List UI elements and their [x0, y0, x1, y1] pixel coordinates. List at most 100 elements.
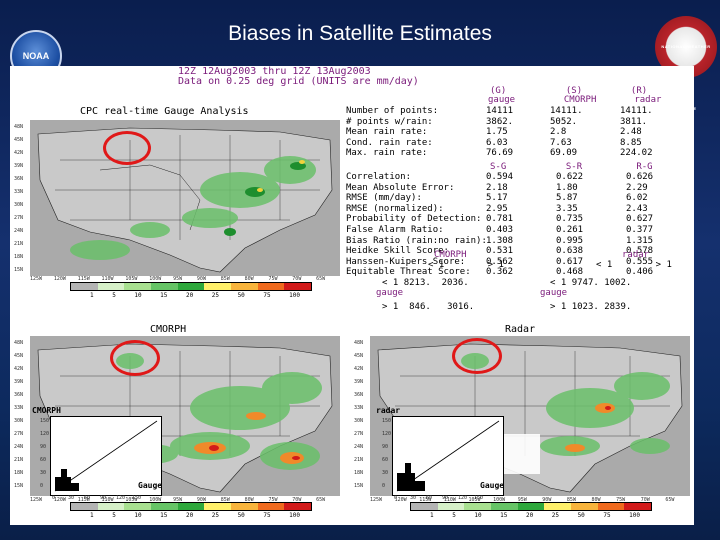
lon-tick: 70W [292, 497, 302, 503]
comp-stat-sr: 0.735 [556, 214, 584, 225]
lat-tick: 30N [354, 418, 364, 424]
radar-colorbar [410, 502, 652, 511]
lat-tick: 33N [14, 189, 24, 195]
lat-tick: 27N [14, 215, 24, 221]
lat-tick: 39N [14, 379, 24, 385]
lon-tick: 120W [394, 497, 407, 503]
lat-tick: 24N [14, 228, 24, 234]
lat-tick: 30N [14, 202, 24, 208]
lon-tick: 100W [493, 497, 506, 503]
basic-stat-label: Number of points: [346, 106, 439, 116]
lon-tick: 75W [268, 276, 278, 282]
lon-tick: 65W [665, 497, 675, 503]
comp-stat-rg: 2.29 [626, 182, 648, 193]
lat-tick: 30N [14, 418, 24, 424]
comp-stat-label: RMSE (mm/day): [346, 193, 422, 204]
lat-tick: 21N [354, 457, 364, 463]
radar-colorbar-ticks: 1 5 10 15 20 25 50 75 100 [430, 512, 640, 519]
red-circle-radar [452, 338, 502, 374]
comp-stat-rg: 0.626 [626, 172, 654, 182]
gauge-panel-title: CPC real-time Gauge Analysis [80, 106, 249, 117]
lon-tick: 80W [244, 276, 254, 282]
comp-stat-sr: 0.617 [556, 256, 584, 267]
lon-tick: 90W [542, 497, 552, 503]
lon-tick: 120W [53, 497, 66, 503]
inset-ytick: 120 [382, 431, 392, 437]
lat-tick: 39N [354, 379, 364, 385]
lat-tick: 18N [14, 470, 24, 476]
comp-stat-sg: 0.594 [486, 172, 514, 182]
red-circle-cmorph [110, 340, 160, 376]
lon-tick: 95W [173, 497, 183, 503]
inset-ytick: 60 [40, 457, 47, 463]
lon-tick: 105W [468, 497, 481, 503]
comparison-headers: S-G S-R R-G [490, 162, 653, 172]
comp-stat-sg: 0.403 [486, 225, 514, 235]
lon-tick: 115W [77, 497, 90, 503]
lat-tick: 42N [14, 366, 24, 372]
comp-stat-label: Mean Absolute Error: [346, 182, 455, 193]
basic-stat-gauge: 14111 [486, 106, 514, 116]
lat-tick: 36N [14, 176, 24, 182]
lon-tick: 65W [316, 276, 326, 282]
cmorph-panel-title: CMORPH [150, 324, 187, 335]
inset-xtick: 90 [442, 495, 449, 501]
basic-stat-cmorph: 14111. [550, 106, 583, 116]
inset-xtick: 60 [426, 495, 433, 501]
lon-tick: 110W [443, 497, 456, 503]
red-circle-gauge [103, 131, 151, 165]
basic-stat-radar: 2.48 [620, 127, 642, 138]
lon-tick: 85W [220, 276, 230, 282]
basic-stat-label: Mean rain rate: [346, 127, 428, 138]
lat-tick: 21N [14, 241, 24, 247]
lat-tick: 42N [14, 150, 24, 156]
inset-xtick: 150 [474, 495, 484, 501]
lon-tick: 100W [149, 276, 162, 282]
comp-stat-sg: 0.531 [486, 246, 514, 257]
comp-stat-sg: 0.362 [486, 267, 514, 278]
radar-inset-xlabel: Gauge [480, 481, 505, 490]
col-headers: (G) (S) (R) [490, 86, 648, 96]
lon-tick: 105W [125, 497, 138, 503]
lat-tick: 27N [354, 431, 364, 437]
cmorph-scatter-inset [50, 416, 162, 496]
contingency-left-top: CMORPH [434, 250, 467, 260]
gauge-colorbar [70, 282, 312, 291]
contingency-right-side: gauge [540, 288, 568, 298]
inset-ytick: 120 [40, 431, 50, 437]
inset-xtick: 30 [68, 495, 75, 501]
lon-tick: 110W [101, 497, 114, 503]
comp-stat-sr: 3.35 [556, 203, 578, 214]
comp-stat-sg: 0.562 [486, 256, 514, 267]
basic-stat-cmorph: 5052. [550, 116, 578, 127]
noaa-logo-text: NOAA [22, 51, 50, 61]
comp-stat-rg: 2.43 [626, 203, 648, 214]
lat-tick: 33N [14, 405, 24, 411]
inset-xtick: 120 [116, 495, 126, 501]
lat-tick: 27N [14, 431, 24, 437]
inset-ytick: 30 [382, 470, 389, 476]
comp-stat-rg: 0.578 [626, 246, 654, 257]
inset-ytick: 60 [382, 457, 389, 463]
comp-stat-rg: 0.406 [626, 267, 654, 278]
inset-ytick: 0 [40, 483, 44, 489]
lon-tick: 95W [517, 497, 527, 503]
cmorph-colorbar [70, 502, 312, 511]
basic-stat-radar: 14111. [620, 106, 653, 116]
basic-stat-radar: 224.02 [620, 148, 653, 159]
basic-stat-cmorph: 69.09 [550, 148, 578, 159]
comp-stat-label: Heidke Skill Score: [346, 246, 449, 257]
comp-stat-label: False Alarm Ratio: [346, 225, 444, 235]
cmorph-inset-xlabel: Gauge [138, 481, 163, 490]
contingency-left-row2: > 1 846. 3016. [382, 302, 475, 312]
lat-tick: 24N [14, 444, 24, 450]
radar-panel-title: Radar [505, 324, 536, 335]
comp-stat-sg: 2.95 [486, 203, 508, 214]
basic-stat-gauge: 3862. [486, 116, 514, 127]
lon-tick: 85W [220, 497, 230, 503]
basic-stat-gauge: 76.69 [486, 148, 514, 159]
inset-xtick: 150 [132, 495, 142, 501]
contingency-left-row1: < 1 8213. 2036. [382, 278, 469, 288]
comp-stat-sr: 0.638 [556, 246, 584, 257]
lat-tick: 36N [14, 392, 24, 398]
